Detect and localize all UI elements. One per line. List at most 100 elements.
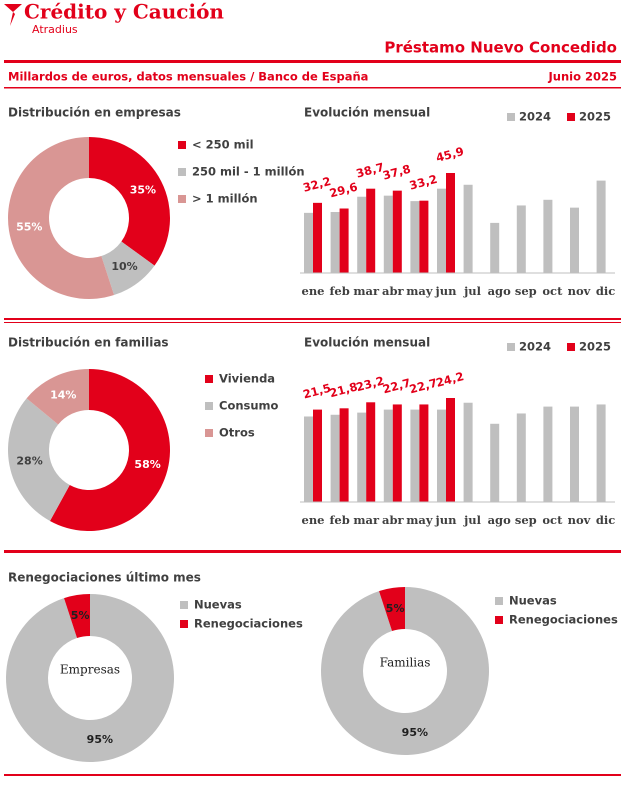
brand: Crédito y Caución: [24, 0, 224, 24]
bar: [357, 196, 367, 273]
legend-label: 2025: [579, 110, 611, 124]
x-tick-label: mar: [353, 284, 380, 298]
slice-label: 58%: [134, 458, 160, 471]
donut-slice: [26, 369, 90, 425]
legend-label: Nuevas: [509, 594, 557, 608]
legend-swatch: [507, 343, 515, 351]
slice-label: 5%: [71, 609, 90, 622]
x-tick-label: dic: [596, 284, 615, 298]
bar: [366, 402, 376, 502]
value-label: 24,2: [434, 369, 465, 390]
bar: [383, 195, 393, 273]
bar: [490, 222, 500, 273]
legend-swatch: [567, 113, 575, 121]
legend-swatch: [507, 113, 515, 121]
bar: [410, 201, 420, 273]
x-tick-label: ago: [488, 513, 511, 527]
x-tick-label: oct: [542, 513, 563, 527]
subtitle: Millardos de euros, datos mensuales / Ba…: [8, 70, 368, 84]
bar: [596, 180, 606, 273]
donut-slice: [321, 587, 490, 755]
slice-label: 55%: [16, 220, 42, 233]
donut-slice: [7, 398, 70, 521]
x-tick-label: sep: [515, 513, 537, 527]
x-tick-label: abr: [382, 513, 404, 527]
donut-slice: [379, 587, 405, 632]
slice-label: 14%: [50, 388, 76, 401]
rule: [4, 322, 621, 323]
bar: [330, 414, 340, 502]
rule: [4, 774, 621, 776]
legend-label: < 250 mil: [192, 138, 254, 152]
rule: [4, 550, 621, 553]
legend-swatch: [180, 620, 188, 628]
x-tick-label: ene: [302, 513, 325, 527]
legend-swatch: [495, 597, 503, 605]
value-label: 21,5: [301, 381, 332, 402]
bar: [330, 211, 340, 273]
legend-swatch: [205, 429, 213, 437]
bar: [490, 423, 500, 502]
bar: [543, 406, 553, 502]
bar: [437, 409, 446, 502]
legend-label: Nuevas: [194, 598, 242, 612]
bar: [596, 404, 606, 502]
value-label: 22,7: [381, 376, 412, 397]
bar: [516, 205, 526, 273]
date: Junio 2025: [547, 70, 617, 84]
legend-swatch: [495, 616, 503, 624]
value-label: 45,9: [434, 144, 465, 165]
brand-sub: Atradius: [32, 23, 78, 36]
bar: [313, 202, 322, 273]
bar: [383, 409, 393, 502]
x-tick-label: feb: [329, 284, 349, 298]
bar: [570, 406, 579, 502]
bar: [543, 199, 553, 273]
x-tick-label: may: [406, 284, 433, 298]
x-tick-label: jul: [463, 513, 482, 527]
legend-label: Otros: [219, 426, 255, 440]
logo-icon: [4, 4, 22, 26]
bar: [463, 402, 473, 502]
rule: [4, 87, 621, 89]
chart-title: Distribución en empresas: [8, 106, 181, 120]
legend-swatch: [567, 343, 575, 351]
x-tick-label: mar: [353, 513, 380, 527]
bar: [392, 404, 402, 502]
legend-swatch: [180, 601, 188, 609]
slice-label: 95%: [87, 733, 113, 746]
slice-label: 28%: [16, 454, 42, 467]
bar: [446, 173, 455, 273]
donut-slice: [49, 369, 170, 531]
bar: [570, 207, 579, 273]
x-tick-label: jun: [435, 513, 458, 527]
x-tick-label: ene: [302, 284, 325, 298]
legend-label: 2024: [519, 110, 551, 124]
donut-slice: [6, 594, 175, 763]
legend-label: 2025: [579, 340, 611, 354]
chart-title: Evolución mensual: [304, 106, 430, 120]
bar: [366, 188, 376, 273]
page-title: Préstamo Nuevo Concedido: [384, 39, 617, 57]
value-label: 32,2: [301, 174, 332, 195]
legend-label: 2024: [519, 340, 551, 354]
bar: [437, 188, 446, 273]
legend-label: Consumo: [219, 399, 279, 413]
x-tick-label: may: [406, 513, 433, 527]
bar: [304, 212, 313, 273]
slice-label: 10%: [111, 260, 137, 273]
slice-label: 95%: [402, 726, 428, 739]
value-label: 33,2: [408, 172, 439, 193]
legend-label: 250 mil - 1 millón: [192, 165, 305, 179]
x-tick-label: ago: [488, 284, 511, 298]
donut-slice: [7, 137, 115, 299]
legend-label: Renegociaciones: [194, 617, 303, 631]
bar: [516, 413, 526, 502]
bar: [304, 416, 313, 502]
slice-label: 35%: [130, 184, 156, 197]
donut-slice: [64, 594, 90, 639]
bar: [410, 409, 420, 502]
x-tick-label: nov: [568, 513, 591, 527]
rule: [4, 318, 621, 320]
